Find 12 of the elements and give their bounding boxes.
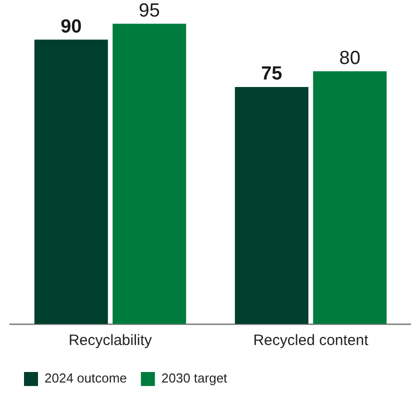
data-label: 90 xyxy=(60,16,82,38)
legend-label: 2030 target xyxy=(161,370,228,386)
x-tick-label: Recycled content xyxy=(253,332,370,350)
bar xyxy=(313,71,387,324)
data-label: 75 xyxy=(261,64,283,85)
bar xyxy=(234,87,308,324)
x-tick-label: Recyclability xyxy=(68,332,152,350)
legend-label: 2024 outcome xyxy=(44,370,127,386)
bar xyxy=(112,24,186,324)
data-label: 80 xyxy=(339,48,360,69)
data-label: 95 xyxy=(138,0,160,22)
bar xyxy=(34,40,108,324)
